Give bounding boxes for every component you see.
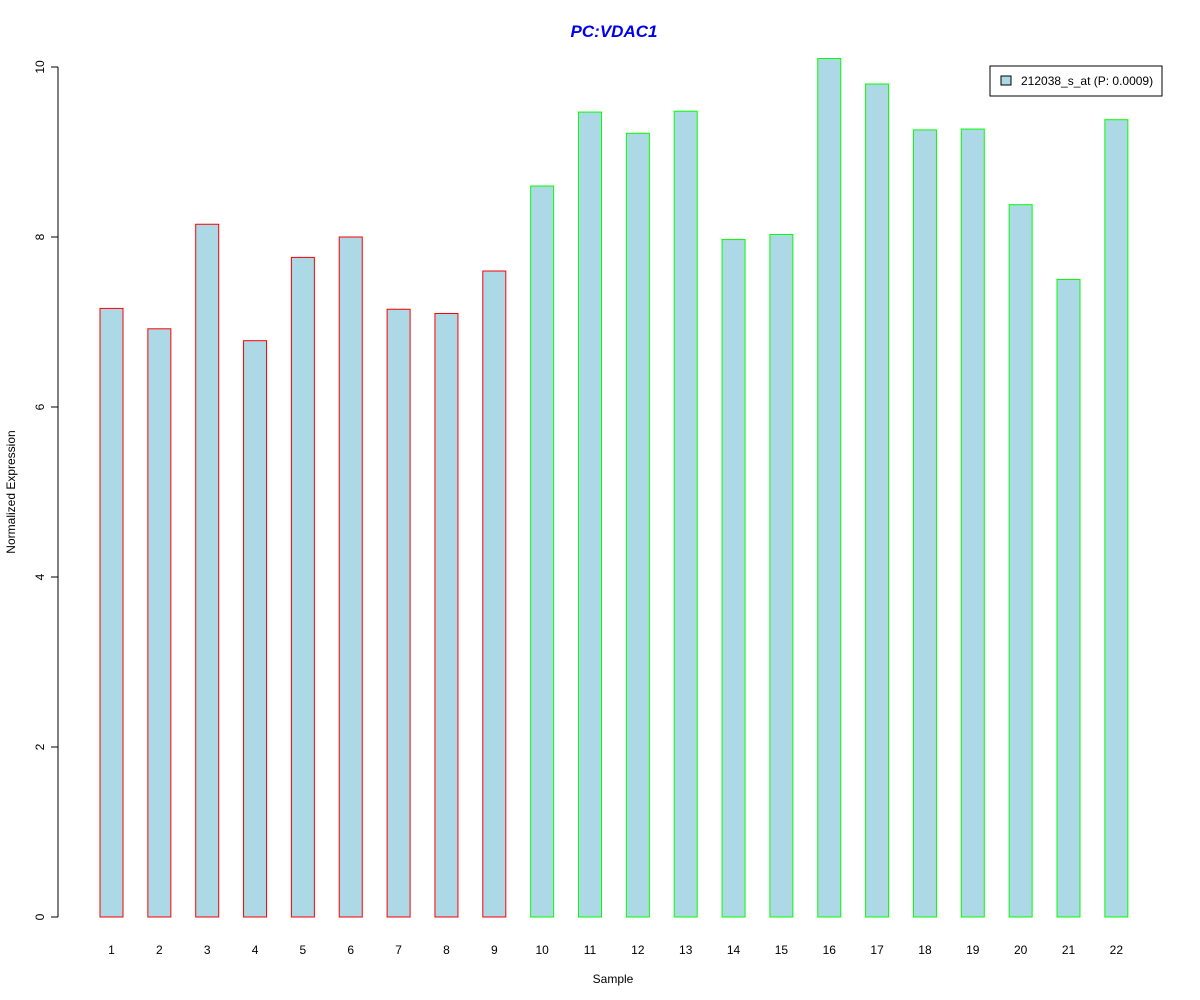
bar-sample-10 <box>530 185 555 918</box>
x-tick-label: 12 <box>631 943 645 957</box>
x-tick-labels: 1 2 3 4 5 6 7 8 9 10 11 12 13 14 15 16 17 18 19 20 21 22 <box>108 943 1123 957</box>
x-tick-label: 10 <box>535 943 549 957</box>
y-axis-label: Normalized Expression <box>4 430 18 553</box>
x-tick-label: 8 <box>443 943 450 957</box>
bar-sample-9 <box>482 270 507 918</box>
x-tick-label: 19 <box>966 943 980 957</box>
bar-sample-19 <box>960 128 985 918</box>
bar-sample-7 <box>386 308 411 918</box>
x-tick-label: 7 <box>395 943 402 957</box>
y-tick-label: 6 <box>33 403 47 410</box>
x-tick-label: 6 <box>347 943 354 957</box>
x-tick-label: 5 <box>300 943 307 957</box>
x-tick-label: 18 <box>918 943 932 957</box>
x-tick-label: 4 <box>252 943 259 957</box>
bar-sample-3 <box>195 223 220 918</box>
bar-sample-8 <box>434 313 459 918</box>
x-tick-label: 13 <box>679 943 693 957</box>
bar-sample-21 <box>1056 279 1081 918</box>
bar-sample-13 <box>673 110 698 918</box>
y-tick-label: 0 <box>33 913 47 920</box>
bar-sample-12 <box>625 132 650 918</box>
x-tick-label: 20 <box>1014 943 1028 957</box>
y-tick-label: 10 <box>33 60 47 74</box>
bar-sample-22 <box>1104 119 1129 918</box>
x-tick-label: 9 <box>491 943 498 957</box>
x-axis-label: Sample <box>593 972 634 986</box>
x-tick-label: 11 <box>584 943 597 957</box>
bar-sample-14 <box>721 239 746 918</box>
bar-sample-6 <box>338 236 363 918</box>
chart-title: PC:VDAC1 <box>571 22 658 41</box>
legend-box <box>989 65 1163 97</box>
x-tick-label: 14 <box>727 943 741 957</box>
bar-sample-15 <box>769 233 794 918</box>
x-tick-label: 17 <box>870 943 884 957</box>
bar-sample-2 <box>147 328 172 918</box>
x-tick-label: 3 <box>204 943 211 957</box>
bar-sample-20 <box>1008 204 1033 918</box>
x-tick-label: 21 <box>1062 943 1076 957</box>
bar-sample-18 <box>912 129 937 918</box>
legend-label: 212038_s_at (P: 0.0009) <box>1021 74 1153 88</box>
y-tick-label: 4 <box>33 573 47 580</box>
x-tick-label: 22 <box>1110 943 1124 957</box>
legend: 212038_s_at (P: 0.0009) <box>989 65 1163 97</box>
bar-sample-11 <box>578 111 602 918</box>
y-tick-label: 8 <box>33 233 47 240</box>
bar-sample-5 <box>290 256 315 918</box>
y-axis: 0 2 4 6 8 10 <box>33 60 59 920</box>
bar-sample-16 <box>817 58 842 918</box>
x-tick-label: 1 <box>108 943 115 957</box>
bar-sample-4 <box>243 340 268 918</box>
x-tick-label: 16 <box>823 943 837 957</box>
bar-sample-17 <box>865 83 890 918</box>
bar-sample-1 <box>99 307 124 918</box>
legend-swatch <box>1000 75 1012 86</box>
x-tick-label: 15 <box>775 943 789 957</box>
bars-group <box>99 58 1129 918</box>
x-tick-label: 2 <box>156 943 163 957</box>
y-tick-label: 2 <box>33 743 47 750</box>
